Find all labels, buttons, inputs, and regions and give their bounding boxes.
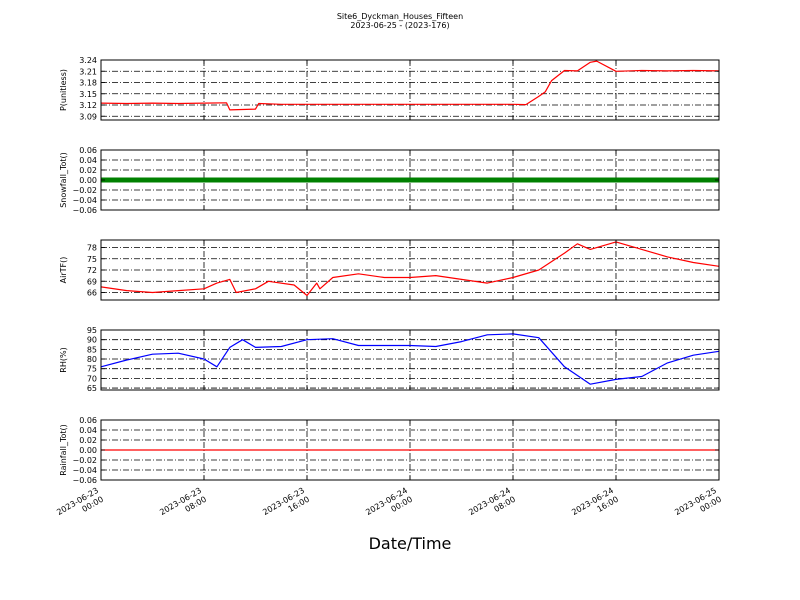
panel-2-ytick-label: 0.00 xyxy=(79,176,97,185)
panel-1-ytick-label: 3.21 xyxy=(79,67,97,76)
panel-1-ytick-label: 3.24 xyxy=(79,56,97,65)
x-tick-label: 2023-06-2408:00 xyxy=(467,486,517,526)
panel-5-ytick-label: −0.06 xyxy=(72,476,97,485)
x-axis-label: Date/Time xyxy=(368,534,452,553)
panel-4-ytick-label: 95 xyxy=(87,326,97,335)
panel-5-ytick-label: −0.02 xyxy=(72,456,97,465)
panel-2-ytick-label: 0.04 xyxy=(79,156,97,165)
panel-1-ylabel: P(unitless) xyxy=(59,69,68,111)
panel-4-ylabel: RH(%) xyxy=(59,347,68,372)
x-tick-label: 2023-06-2300:00 xyxy=(55,486,105,526)
panel-1-ytick-label: 3.09 xyxy=(79,112,97,121)
panel-5-ytick-label: −0.04 xyxy=(72,466,97,475)
panel-2-ytick-label: −0.06 xyxy=(72,206,97,215)
chart-title: Site6_Dyckman_Houses_Fifteen xyxy=(336,12,464,21)
panel-4-ytick-label: 70 xyxy=(87,374,97,383)
panel-5-ytick-label: 0.06 xyxy=(79,416,97,425)
panel-5-ytick-label: 0.04 xyxy=(79,426,97,435)
panel-3-series-line xyxy=(100,241,720,297)
panel-2-ylabel: Snowfall_Tot() xyxy=(59,152,68,208)
panel-4-ytick-label: 65 xyxy=(87,384,97,393)
panel-2-ytick-label: 0.06 xyxy=(79,146,97,155)
x-tick-label: 2023-06-2400:00 xyxy=(364,486,414,526)
panel-3-ytick-label: 78 xyxy=(87,244,97,253)
panel-5-ylabel: Rainfall_Tot() xyxy=(59,424,68,476)
panel-2-ytick-label: −0.02 xyxy=(72,186,97,195)
chart-subtitle: 2023-06-25 - (2023-176) xyxy=(350,21,450,30)
panel-4-series-line xyxy=(100,333,720,385)
x-tick-label: 2023-06-2500:00 xyxy=(673,486,723,526)
panel-3-ytick-label: 66 xyxy=(87,289,97,298)
x-tick-label: 2023-06-2416:00 xyxy=(570,486,620,526)
panel-4-ytick-label: 75 xyxy=(87,365,97,374)
x-tick-label: 2023-06-2308:00 xyxy=(158,486,208,526)
panel-1-ytick-label: 3.15 xyxy=(79,90,97,99)
panel-1-ytick-label: 3.12 xyxy=(79,101,97,110)
panel-4-ytick-label: 85 xyxy=(87,345,97,354)
panel-3-ytick-label: 75 xyxy=(87,255,97,264)
panel-4-ytick-label: 80 xyxy=(87,355,97,364)
panel-2-ytick-label: −0.04 xyxy=(72,196,97,205)
x-tick-label: 2023-06-2316:00 xyxy=(261,486,311,526)
panel-2-ytick-label: 0.02 xyxy=(79,166,97,175)
panel-3-ylabel: AirTF() xyxy=(59,257,68,284)
panel-5-ytick-label: 0.00 xyxy=(79,446,97,455)
panel-5-ytick-label: 0.02 xyxy=(79,436,97,445)
panel-1-series-line xyxy=(100,60,720,111)
panel-4-ytick-label: 90 xyxy=(87,336,97,345)
panel-1-ytick-label: 3.18 xyxy=(79,79,97,88)
panel-3-ytick-label: 72 xyxy=(87,266,97,275)
panel-3-ytick-label: 69 xyxy=(87,277,97,286)
